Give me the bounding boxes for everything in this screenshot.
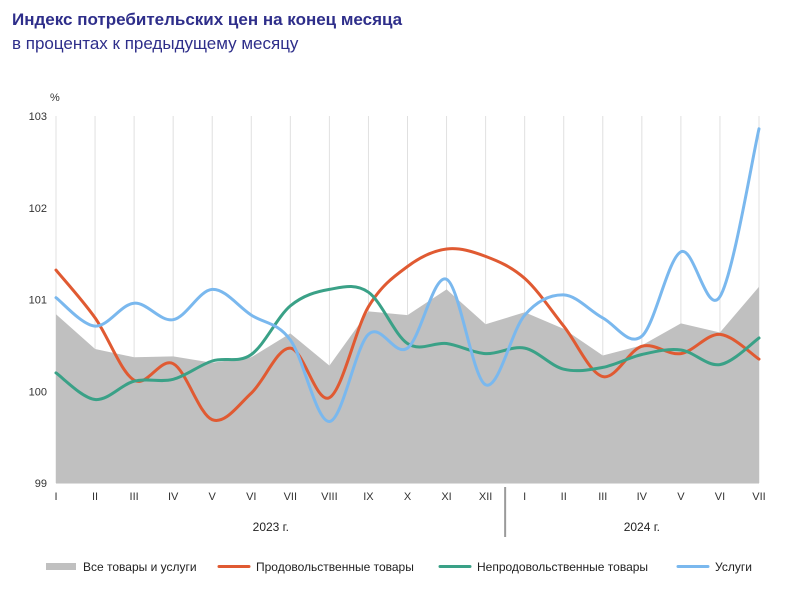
x-tick-label: III <box>130 491 139 503</box>
series-line-services <box>54 127 761 423</box>
legend-label: Непродовольственные товары <box>477 560 648 574</box>
year-label: 2024 г. <box>624 520 660 534</box>
series-line-nonfood <box>54 285 761 402</box>
y-tick-label: 101 <box>29 295 47 307</box>
y-axis: 99 100 101 102 103 <box>29 111 47 490</box>
x-tick-label: VII <box>284 491 297 503</box>
x-tick-label: V <box>677 491 685 503</box>
y-tick-label: 100 <box>29 386 47 398</box>
chart-subtitle: в процентах к предыдущему месяцу <box>12 34 299 53</box>
x-tick-label: VI <box>246 491 256 503</box>
chart-title: Индекс потребительских цен на конец меся… <box>12 10 403 29</box>
x-tick-label: VII <box>752 491 765 503</box>
x-tick-label: X <box>404 491 412 503</box>
x-tick-label: II <box>561 491 567 503</box>
x-tick-label: II <box>92 491 98 503</box>
x-tick-label: VIII <box>321 491 338 503</box>
x-tick-label: IV <box>637 491 648 503</box>
legend-item: Продовольственные товары <box>217 560 414 574</box>
series-area-all <box>56 286 759 483</box>
legend-label: Все товары и услуги <box>83 560 197 574</box>
x-tick-label: XI <box>441 491 451 503</box>
x-tick-label: IX <box>363 491 374 503</box>
year-labels: 2023 г. 2024 г. <box>253 487 660 537</box>
y-axis-unit: % <box>50 92 60 104</box>
legend-swatch <box>46 563 76 570</box>
legend-item: Услуги <box>676 560 752 574</box>
legend: Все товары и услуги Продовольственные тов… <box>46 560 752 574</box>
y-tick-label: 99 <box>35 478 47 490</box>
y-tick-label: 102 <box>29 203 47 215</box>
x-tick-label: I <box>54 491 57 503</box>
line-series <box>54 127 761 423</box>
legend-label: Услуги <box>715 560 752 574</box>
x-tick-label: III <box>598 491 607 503</box>
y-tick-label: 103 <box>29 111 47 123</box>
x-tick-label: V <box>209 491 217 503</box>
legend-item: Непродовольственные товары <box>438 560 648 574</box>
x-tick-label: VI <box>715 491 725 503</box>
x-axis: I II III IV V VI VII VIII IX X XI XII I II III IV V VI VII <box>54 491 765 503</box>
area-series <box>56 286 759 483</box>
x-tick-label: XII <box>479 491 492 503</box>
x-tick-label: I <box>523 491 526 503</box>
legend-label: Продовольственные товары <box>256 560 414 574</box>
series-line-food <box>54 247 761 422</box>
legend-item: Все товары и услуги <box>46 560 197 574</box>
x-tick-label: IV <box>168 491 179 503</box>
year-label: 2023 г. <box>253 520 289 534</box>
